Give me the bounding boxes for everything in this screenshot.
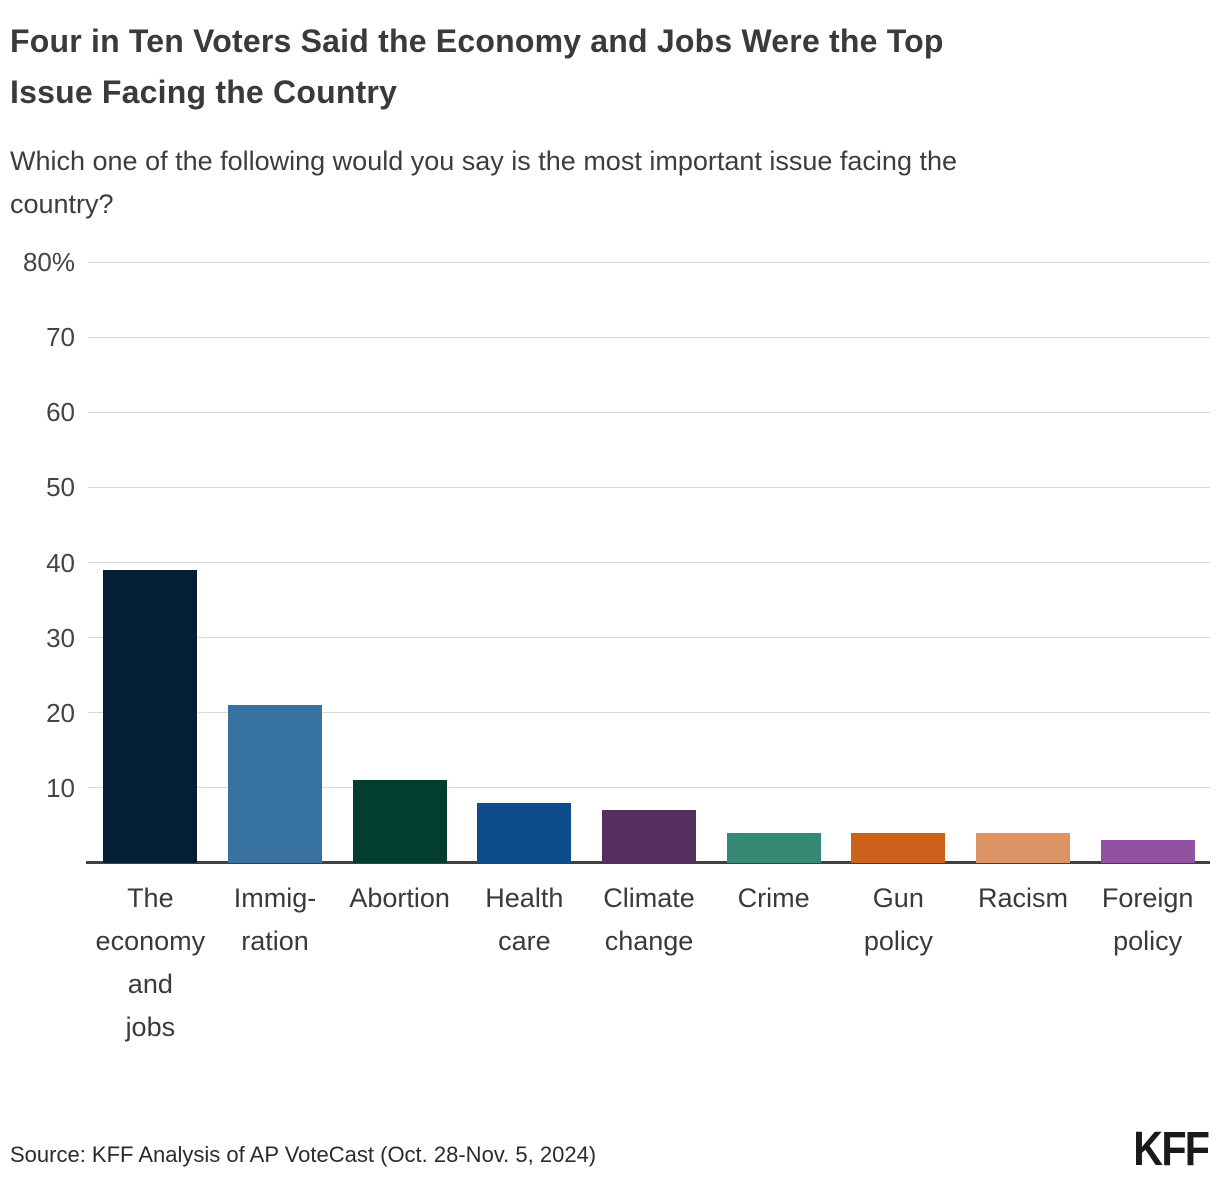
chart-title-line-2: Issue Facing the Country: [10, 74, 398, 110]
x-axis-label-gun-policy-line-1: Gun: [872, 883, 924, 913]
bar-health-care[interactable]: [477, 802, 572, 863]
chart-subtitle-line-1: Which one of the following would you say…: [10, 146, 957, 176]
y-axis-tick-label-70: 70: [46, 322, 75, 353]
bar-climate-change[interactable]: [602, 810, 696, 863]
x-axis-label-climate-change-line-1: Climate: [603, 883, 695, 913]
x-axis-label-the-economy-and-jobs-line-3: and: [127, 969, 173, 999]
gridline-50: [88, 486, 1210, 488]
gridline-30: [88, 637, 1210, 639]
x-axis-label-immigration-line-1: Immig-: [233, 883, 317, 913]
gridline-70: [88, 336, 1210, 338]
x-axis-label-foreign-policy-line-1: Foreign: [1101, 883, 1194, 913]
bar-immigration[interactable]: [228, 705, 322, 863]
x-axis-label-the-economy-and-jobs-line-1: The: [127, 883, 174, 913]
x-axis-label-the-economy-and-jobs-line-4: jobs: [125, 1012, 176, 1042]
x-axis-label-foreign-policy-line-2: policy: [1113, 926, 1183, 956]
chart-subtitle-line-2: country?: [10, 189, 114, 219]
x-axis-label-climate-change-line-2: change: [604, 926, 694, 956]
bar-crime[interactable]: [726, 832, 821, 863]
x-axis-label-health-care-line-2: care: [498, 926, 551, 956]
chart-subtitle: Which one of the following would you say…: [10, 140, 1215, 226]
y-axis-tick-label-20: 20: [46, 697, 75, 728]
x-axis-label-health-care-line-1: Health: [485, 883, 564, 913]
y-axis-tick-label-30: 30: [46, 622, 75, 653]
y-axis-tick-label-40: 40: [46, 547, 75, 578]
x-axis-label-gun-policy-line-2: policy: [863, 926, 933, 956]
kff-logo: KFF: [1132, 1123, 1210, 1176]
gridline-80: [88, 261, 1210, 263]
x-axis-label-the-economy-and-jobs-line-2: economy: [95, 926, 206, 956]
gridline-40: [88, 562, 1210, 563]
y-axis-tick-label-10: 10: [46, 772, 75, 803]
x-axis-label-racism-line-1: Racism: [977, 883, 1068, 913]
chart-title-line-1: Four in Ten Voters Said the Economy and …: [10, 23, 944, 59]
bar-gun-policy[interactable]: [851, 832, 946, 863]
bar-abortion[interactable]: [352, 780, 447, 863]
gridline-60: [88, 411, 1210, 413]
x-axis-label-abortion-line-1: Abortion: [349, 883, 450, 913]
y-axis-tick-label-60: 60: [46, 397, 75, 428]
gridline-10: [88, 787, 1210, 789]
x-axis-label-immigration-line-2: ration: [241, 926, 309, 956]
y-axis-tick-label-50: 50: [46, 472, 75, 503]
bar-foreign-policy[interactable]: [1100, 840, 1195, 863]
chart-title: Four in Ten Voters Said the Economy and …: [10, 16, 1210, 118]
x-axis-label-crime-line-1: Crime: [737, 883, 810, 913]
gridline-20: [88, 712, 1210, 714]
y-axis-tick-label-80: 80%: [22, 247, 75, 277]
bar-racism[interactable]: [976, 832, 1070, 863]
bar-the-economy-and-jobs[interactable]: [103, 570, 198, 863]
source-text: Source: KFF Analysis of AP VoteCast (Oct…: [10, 1142, 597, 1167]
